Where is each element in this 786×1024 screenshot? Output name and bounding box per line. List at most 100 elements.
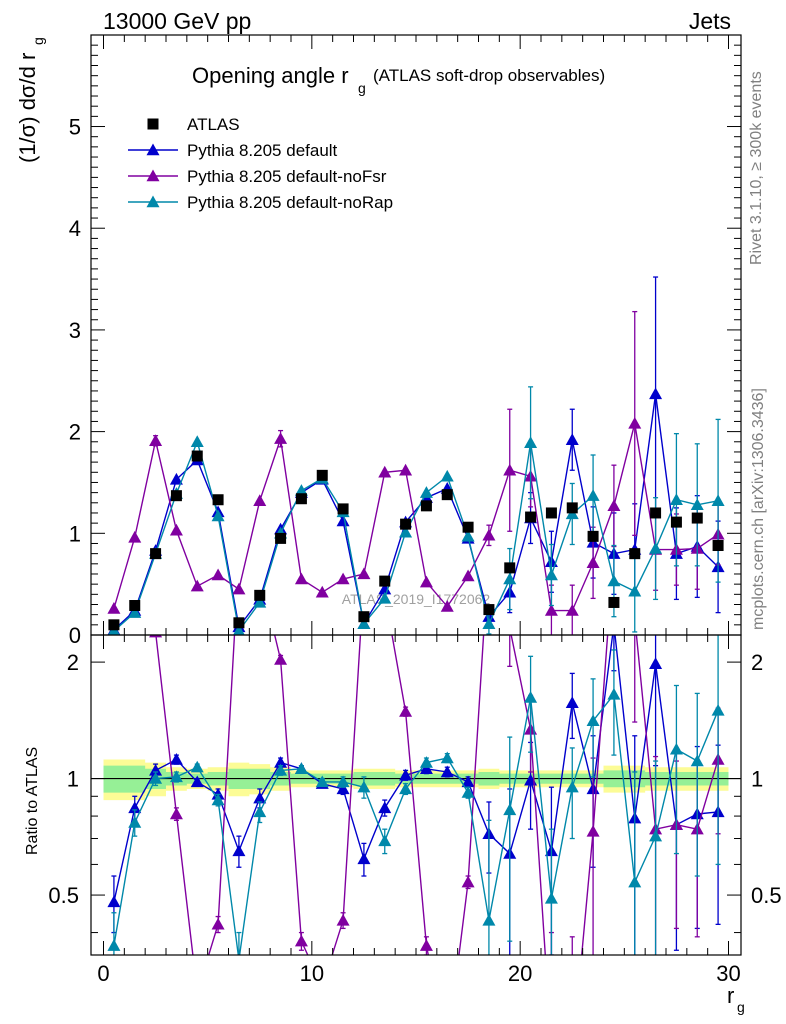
series-atlas — [108, 450, 724, 631]
ratio-y-axis-label: Ratio to ATLAS — [24, 747, 41, 855]
ratio-data-point — [169, 807, 183, 820]
ratio-data-point — [419, 939, 433, 951]
data-point — [128, 530, 142, 543]
ratio-y-tick-label: 1 — [67, 767, 79, 792]
legend-marker — [146, 143, 160, 156]
x-tick-label: 20 — [508, 961, 532, 986]
beam-label: 13000 GeV pp — [103, 8, 251, 34]
main-y-tick-label: 5 — [69, 115, 81, 140]
ratio-data-point — [274, 756, 288, 768]
ratio-data-point — [378, 801, 392, 814]
main-title-tail: (ATLAS soft-drop observables) — [373, 66, 605, 85]
ratio-data-point — [461, 875, 475, 888]
data-point — [670, 516, 682, 528]
ratio-data-point — [690, 754, 704, 767]
x-tick-label: 30 — [716, 961, 740, 986]
process-label: Jets — [689, 8, 731, 34]
ratio-data-point — [399, 705, 413, 717]
ratio-data-point — [107, 895, 121, 908]
data-point — [169, 523, 183, 536]
ratio-data-point — [544, 891, 558, 904]
ratio-data-point — [274, 763, 288, 776]
data-point — [169, 472, 183, 485]
ratio-data-point — [607, 687, 621, 700]
ratio-data-point — [378, 834, 392, 847]
data-point — [212, 494, 224, 506]
ratio-data-point — [503, 621, 516, 633]
ratio-data-point — [336, 913, 350, 926]
legend-label: Pythia 8.205 default — [187, 141, 338, 160]
ratio-data-point — [107, 939, 121, 951]
ratio-series-line — [113, 635, 719, 903]
ratio-data-point — [232, 844, 246, 857]
data-point — [504, 562, 516, 574]
legend-label: Pythia 8.205 default-noFsr — [187, 167, 387, 186]
main-y-axis-label-subscript: g — [30, 37, 46, 45]
data-point — [190, 435, 204, 447]
data-point — [525, 511, 537, 523]
data-point — [669, 493, 683, 505]
ratio-data-point — [169, 753, 183, 765]
data-point — [629, 548, 641, 560]
mcplots-source-label: mcplots.cern.ch [arXiv:1306.3436] — [750, 388, 767, 630]
ratio-series-line — [155, 635, 719, 955]
ratio-data-point — [128, 801, 142, 814]
ratio-data-point — [336, 775, 350, 788]
data-point — [587, 530, 599, 542]
data-point — [628, 416, 642, 429]
ratio-y-tick-label: 0.5 — [48, 883, 79, 908]
data-point — [211, 568, 225, 581]
data-point — [316, 469, 328, 481]
ratio-data-point — [607, 618, 620, 630]
data-point — [461, 529, 475, 542]
ratio-data-point — [711, 703, 725, 716]
data-point — [129, 600, 141, 612]
ratio-data-point — [211, 793, 225, 806]
data-point — [608, 596, 620, 608]
data-point — [170, 490, 182, 502]
data-point — [400, 518, 412, 530]
ratio-data-point — [253, 566, 266, 578]
data-point — [128, 606, 142, 618]
data-point — [544, 604, 558, 616]
series-line — [113, 423, 719, 612]
data-point — [566, 502, 578, 514]
ratio-data-point — [419, 756, 433, 768]
data-point — [441, 489, 453, 501]
data-point — [711, 494, 725, 506]
data-point — [440, 600, 454, 612]
data-point — [462, 521, 474, 533]
data-point — [712, 540, 724, 552]
data-point — [650, 507, 662, 519]
data-point — [378, 582, 392, 595]
main-y-tick-label: 3 — [69, 318, 81, 343]
data-point — [649, 387, 663, 400]
ratio-data-point — [336, 782, 350, 795]
main-y-tick-label: 1 — [69, 521, 81, 546]
data-point — [440, 469, 454, 482]
legend-marker — [146, 169, 160, 182]
data-point — [503, 463, 517, 476]
ratio-data-point — [524, 691, 538, 703]
ratio-data-point — [503, 803, 517, 816]
data-point — [586, 489, 600, 501]
ratio-data-point — [149, 763, 163, 776]
main-title-text: Opening angle r — [192, 63, 349, 88]
data-point — [545, 507, 557, 519]
data-point — [586, 556, 600, 568]
data-point — [294, 572, 308, 585]
data-point — [524, 436, 538, 448]
ratio-data-point — [190, 775, 204, 788]
x-axis-label: r g — [727, 983, 745, 1015]
data-point — [254, 589, 266, 601]
ratio-data-point — [440, 751, 454, 764]
legend-label: ATLAS — [187, 115, 240, 134]
data-point — [461, 569, 475, 582]
ratio-panel-frame — [90, 634, 742, 956]
ratio-data-point — [586, 824, 600, 837]
data-point — [419, 486, 433, 498]
ratio-data-point — [399, 782, 413, 795]
ratio-data-point — [128, 571, 141, 583]
main-y-tick-label: 0 — [69, 623, 81, 648]
data-point — [233, 624, 245, 635]
